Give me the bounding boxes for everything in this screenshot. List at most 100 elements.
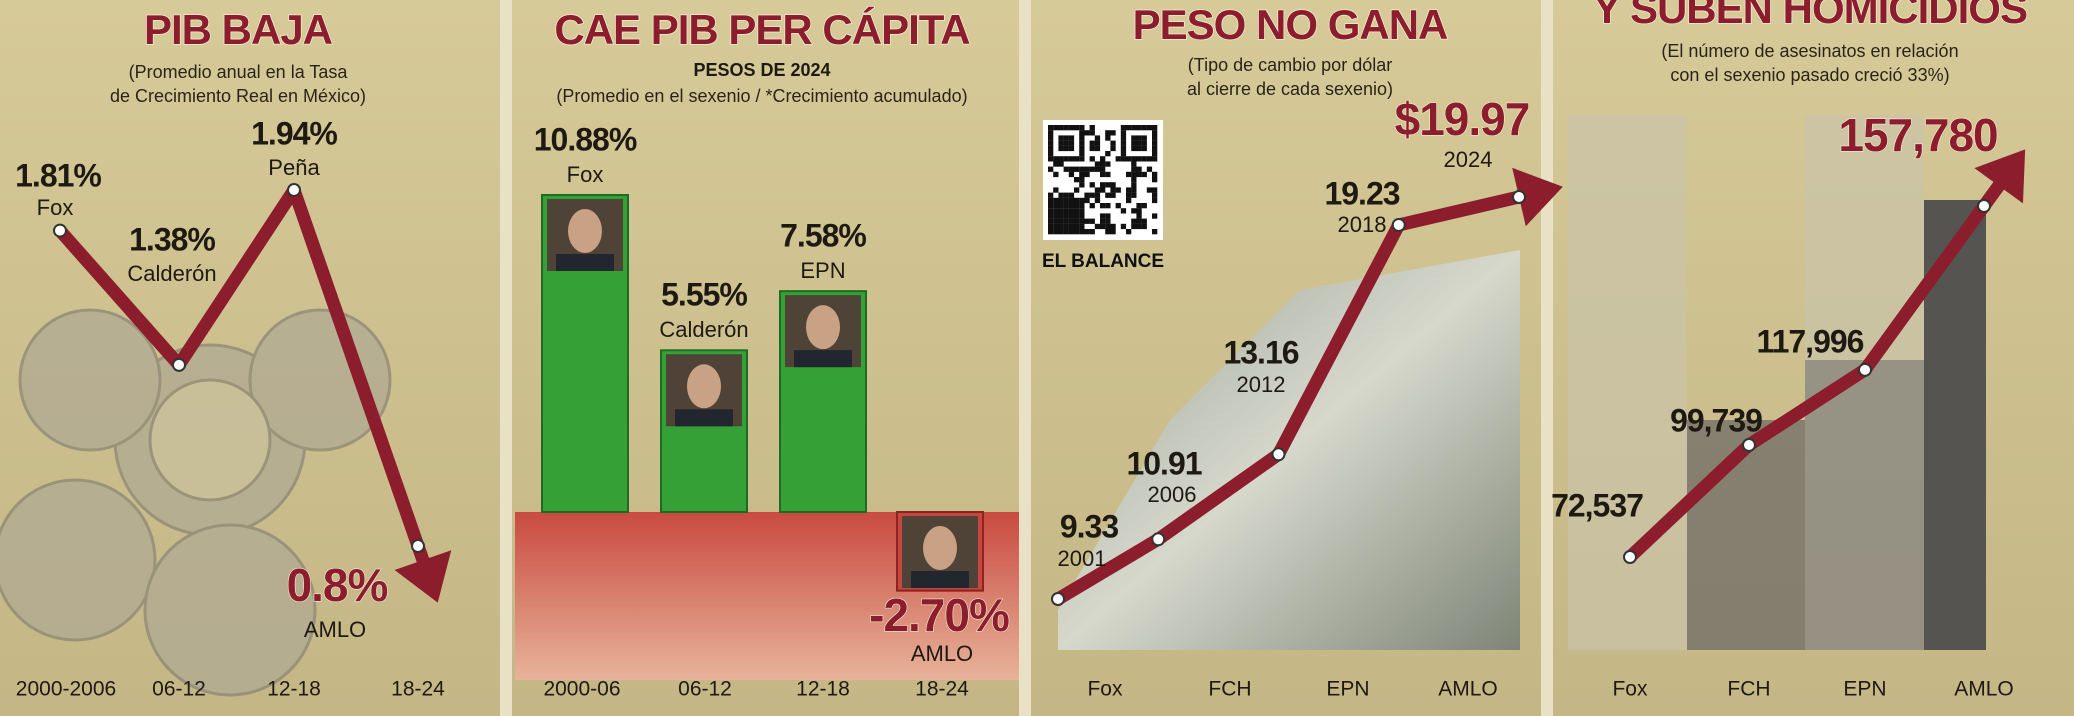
qr-cell <box>1105 135 1110 140</box>
data-point <box>1052 593 1064 605</box>
qr-cell <box>1058 141 1063 146</box>
qr-cell <box>1090 182 1095 187</box>
qr-cell <box>1152 151 1157 156</box>
chart-title: PESO NO GANA <box>1133 1 1448 48</box>
divider <box>1541 0 1553 716</box>
qr-cell <box>1069 156 1074 161</box>
qr-cell <box>1131 224 1136 229</box>
qr-cell <box>1142 125 1147 130</box>
qr-cell <box>1121 151 1126 156</box>
qr-cell <box>1048 193 1053 198</box>
qr-cell <box>1121 146 1126 151</box>
qr-cell <box>1136 213 1141 218</box>
qr-cell <box>1105 213 1110 218</box>
qr-cell <box>1100 203 1105 208</box>
qr-cell <box>1079 182 1084 187</box>
qr-cell <box>1058 156 1063 161</box>
qr-cell <box>1100 161 1105 166</box>
portrait-face <box>923 526 957 570</box>
qr-cell <box>1095 135 1100 140</box>
qr-cell <box>1058 203 1063 208</box>
data-point <box>288 184 300 196</box>
qr-cell <box>1126 125 1131 130</box>
qr-cell <box>1064 198 1069 203</box>
qr-cell <box>1074 187 1079 192</box>
coin <box>20 310 160 450</box>
qr-cell <box>1105 151 1110 156</box>
qr-cell <box>1136 135 1141 140</box>
qr-cell <box>1048 167 1053 172</box>
qr-cell <box>1136 167 1141 172</box>
qr-cell <box>1069 167 1074 172</box>
qr-code <box>1043 120 1163 240</box>
qr-cell <box>1095 146 1100 151</box>
portrait-face <box>687 364 721 408</box>
x-tick-label: 12-18 <box>796 678 850 701</box>
year-label: 2024 <box>1444 147 1493 172</box>
qr-cell <box>1079 156 1084 161</box>
badge-label: EL BALANCE <box>1042 251 1164 272</box>
qr-cell <box>1095 193 1100 198</box>
qr-cell <box>1069 172 1074 177</box>
qr-cell <box>1069 125 1074 130</box>
chart-title: CAE PIB PER CÁPITA <box>554 6 970 53</box>
qr-cell <box>1105 130 1110 135</box>
qr-cell <box>1110 224 1115 229</box>
qr-cell <box>1064 213 1069 218</box>
qr-cell <box>1100 213 1105 218</box>
qr-cell <box>1048 198 1053 203</box>
qr-cell <box>1053 161 1058 166</box>
qr-cell <box>1074 224 1079 229</box>
qr-cell <box>1064 125 1069 130</box>
qr-cell <box>1079 224 1084 229</box>
qr-cell <box>1069 193 1074 198</box>
qr-cell <box>1142 156 1147 161</box>
x-tick-label: Fox <box>1612 678 1648 701</box>
qr-cell <box>1079 208 1084 213</box>
qr-cell <box>1069 224 1074 229</box>
qr-cell <box>1095 198 1100 203</box>
qr-cell <box>1079 229 1084 234</box>
qr-cell <box>1126 172 1131 177</box>
qr-cell <box>1110 146 1115 151</box>
data-point <box>1272 448 1284 460</box>
qr-cell <box>1131 177 1136 182</box>
qr-cell <box>1105 229 1110 234</box>
value-label: -2.70% <box>869 589 1009 641</box>
qr-cell <box>1152 135 1157 140</box>
portrait-suit <box>911 571 969 588</box>
data-point <box>1978 200 1990 212</box>
qr-cell <box>1100 182 1105 187</box>
qr-cell <box>1084 172 1089 177</box>
qr-cell <box>1058 213 1063 218</box>
point-label: Fox <box>567 162 604 187</box>
qr-cell <box>1079 198 1084 203</box>
qr-cell <box>1131 193 1136 198</box>
coin <box>0 480 155 640</box>
qr-cell <box>1152 172 1157 177</box>
subtitle: al cierre de cada sexenio) <box>1187 79 1393 99</box>
qr-cell <box>1131 167 1136 172</box>
qr-cell <box>1121 141 1126 146</box>
qr-cell <box>1095 187 1100 192</box>
qr-cell <box>1152 141 1157 146</box>
qr-cell <box>1147 125 1152 130</box>
point-label: AMLO <box>304 617 366 642</box>
qr-cell <box>1069 213 1074 218</box>
note: (Promedio en el sexenio / *Crecimiento a… <box>556 86 967 106</box>
qr-cell <box>1100 187 1105 192</box>
qr-cell <box>1110 182 1115 187</box>
qr-cell <box>1131 219 1136 224</box>
value-label: 1.94% <box>251 115 337 151</box>
qr-cell <box>1131 146 1136 151</box>
x-tick-label: 06-12 <box>152 678 206 701</box>
qr-cell <box>1136 208 1141 213</box>
qr-cell <box>1147 156 1152 161</box>
qr-cell <box>1058 229 1063 234</box>
qr-cell <box>1064 141 1069 146</box>
value-label: 72,537 <box>1551 487 1643 523</box>
qr-cell <box>1079 167 1084 172</box>
qr-cell <box>1084 229 1089 234</box>
qr-cell <box>1069 141 1074 146</box>
qr-cell <box>1105 219 1110 224</box>
